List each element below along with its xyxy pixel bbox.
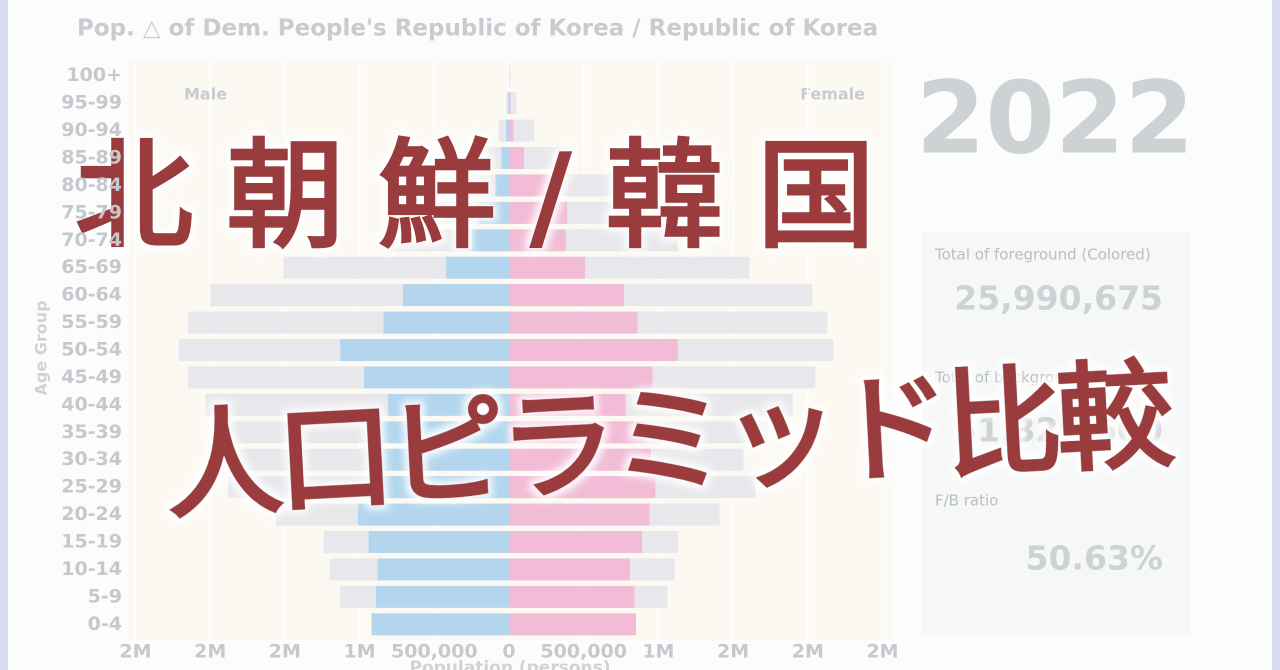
x-tick-label: 500,000 [391, 641, 478, 663]
bar [509, 147, 524, 169]
bar [509, 531, 642, 553]
bar [509, 393, 626, 416]
bar [358, 503, 509, 526]
x-tick-label: 2M [717, 641, 749, 663]
background-bar [509, 92, 517, 115]
bar [387, 393, 509, 416]
y-tick-label: 75-79 [61, 201, 122, 223]
x-tick-label: 1M [344, 641, 376, 663]
bar [340, 339, 509, 361]
bar [402, 284, 509, 307]
bar [509, 201, 568, 224]
y-tick-label: 80-84 [61, 174, 122, 196]
x-tick-label: 2M [194, 641, 226, 663]
bar [506, 119, 509, 142]
background-bar [509, 64, 511, 87]
x-tick-label: 2M [866, 641, 898, 663]
y-axis-title: Age Group [32, 300, 51, 395]
bar [509, 503, 650, 526]
bar [376, 585, 509, 608]
bar [509, 366, 653, 389]
stats-panel [922, 232, 1190, 635]
background-bar [506, 92, 509, 115]
bar [509, 585, 635, 608]
x-axis-title: Population (persons) [409, 658, 610, 670]
y-tick-label: 35-39 [61, 421, 122, 443]
y-tick-label: 55-59 [61, 311, 122, 333]
x-tick-label: 2M [792, 641, 824, 663]
y-tick-label: 5-9 [88, 585, 122, 607]
bar [509, 613, 636, 636]
stat-value: 25,990,675 [954, 279, 1163, 318]
background-bar [509, 119, 535, 142]
bar [377, 558, 509, 581]
bar [446, 256, 509, 279]
y-tick-label: 30-34 [61, 448, 122, 470]
x-tick-label: 1M [642, 641, 674, 663]
x-tick-label: 0 [502, 641, 515, 663]
stats: Total of foreground (Colored) 25,990,675 T… [934, 246, 1163, 578]
y-tick-label: 95-99 [61, 92, 122, 114]
y-tick-label: 10-14 [61, 558, 122, 580]
y-tick-label: 40-44 [61, 393, 122, 415]
background-bar [498, 119, 509, 142]
bar [509, 229, 566, 252]
bar [509, 119, 514, 142]
y-tick-label: 90-94 [61, 119, 122, 141]
y-tick-label: 65-69 [61, 256, 122, 278]
background-bar [477, 147, 509, 169]
bar [383, 311, 509, 334]
y-tick-label: 45-49 [61, 366, 122, 388]
bar [368, 531, 509, 553]
bar [370, 448, 509, 471]
y-tick-label: 60-64 [61, 284, 122, 306]
bar [509, 284, 625, 307]
bar [367, 476, 509, 499]
x-tick-label: 2M [119, 641, 151, 663]
x-tick-label: 2M [269, 641, 301, 663]
bar [371, 613, 509, 636]
bar [509, 448, 651, 471]
plot [134, 60, 884, 640]
bar [509, 339, 678, 361]
bar [509, 256, 586, 279]
bar [495, 174, 509, 197]
bar [471, 229, 509, 252]
bar [374, 421, 509, 444]
y-tick-label: 20-24 [61, 503, 122, 525]
bar [509, 476, 656, 499]
y-tick-label: 50-54 [61, 339, 122, 361]
bar [509, 92, 511, 115]
stat-value: 50.63% [1026, 539, 1163, 578]
y-tick-label: 15-19 [61, 531, 122, 553]
bar [364, 366, 509, 389]
y-tick-label: 0-4 [88, 613, 122, 635]
bar [508, 92, 509, 115]
y-tick-label: 25-29 [61, 476, 122, 498]
y-tick-label: 85-89 [61, 147, 122, 169]
stat-value: 51,329,500 [954, 411, 1163, 450]
bar [509, 421, 645, 444]
bar [479, 201, 509, 224]
y-tick-label: 100+ [66, 64, 122, 86]
x-tick-label: 500,000 [540, 641, 627, 663]
bar [509, 174, 550, 197]
bar [501, 147, 509, 169]
bar [509, 558, 631, 581]
legend-female: Female [800, 85, 865, 104]
chart-title: Pop. △ of Dem. People's Republic of Kore… [77, 16, 878, 42]
year: 2022 [916, 59, 1194, 176]
y-tick-label: 70-74 [61, 229, 122, 251]
legend-male: Male [184, 85, 227, 104]
bar [509, 311, 638, 334]
stat-label: Total of foreground (Colored) [934, 246, 1151, 264]
stat-label: F/B ratio [935, 492, 998, 510]
stat-label: Total of background (Gray) [934, 369, 1135, 387]
